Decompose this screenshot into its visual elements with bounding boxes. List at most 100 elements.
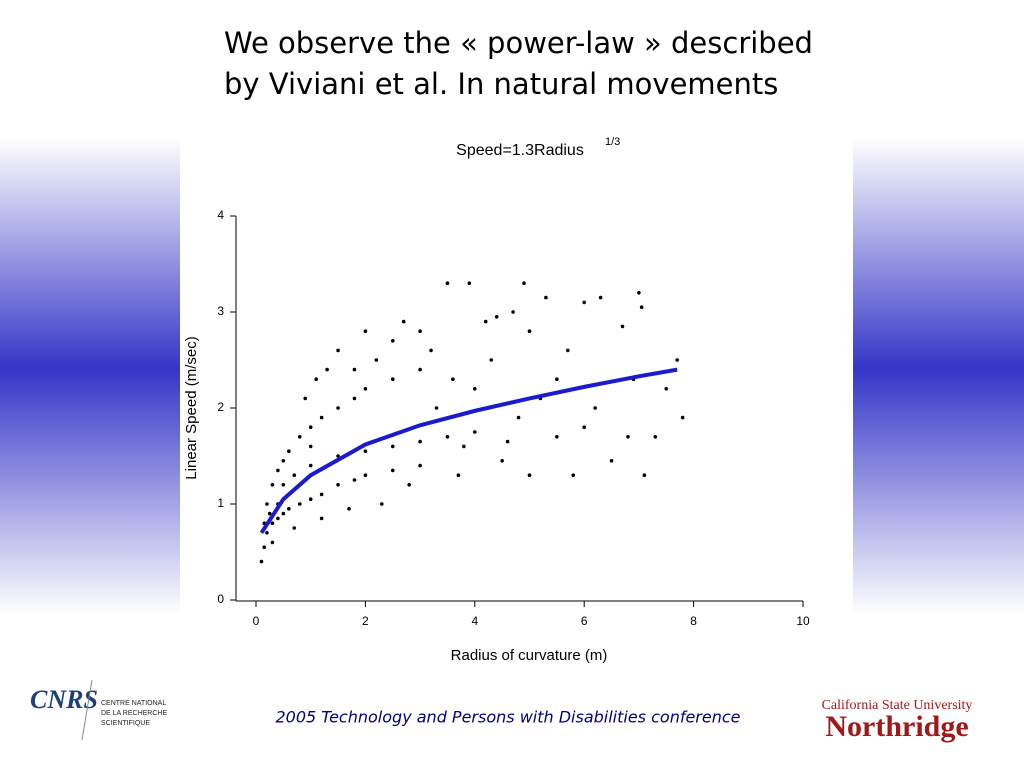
- scatter-point: [281, 483, 286, 487]
- scatter-point: [287, 507, 291, 511]
- scatter-point: [653, 435, 658, 439]
- scatter-point: [325, 367, 329, 372]
- scatter-point: [565, 348, 570, 353]
- scatter-point: [336, 483, 340, 487]
- scatter-point: [390, 468, 395, 473]
- scatter-point: [363, 387, 368, 391]
- scatter-point: [522, 281, 526, 286]
- scatter-point: [390, 377, 395, 382]
- scatter-point: [483, 319, 488, 324]
- scatter-point: [407, 483, 411, 487]
- scatter-point: [418, 463, 422, 468]
- chart-title: Speed=1.3Radius: [456, 142, 584, 159]
- scatter-point: [319, 516, 324, 521]
- scatter-point: [352, 396, 357, 401]
- scatter-point: [434, 406, 439, 410]
- scatter-point: [456, 473, 461, 478]
- scatter-point: [336, 406, 340, 410]
- scatter-point: [505, 439, 510, 444]
- logo-stroke: [81, 679, 93, 741]
- scatter-point: [582, 300, 586, 305]
- x-tick-label: 10: [796, 614, 810, 628]
- cnrs-name: SCIENTIFIQUE: [101, 720, 150, 727]
- scatter-point: [259, 559, 264, 564]
- x-tick-label: 2: [362, 614, 369, 628]
- scatter-point: [445, 281, 450, 286]
- scatter-point: [593, 406, 597, 410]
- scatter-point: [489, 358, 494, 362]
- scatter-point: [292, 526, 297, 530]
- cnrs-name: DE LA RECHERCHE: [101, 710, 167, 717]
- scatter-point: [626, 435, 630, 439]
- scatter-point: [262, 545, 267, 549]
- scatter-point: [494, 315, 499, 319]
- scatter-point: [473, 430, 477, 434]
- scatter-point: [390, 339, 395, 343]
- scatter-point: [527, 329, 532, 334]
- scatter-point: [297, 502, 302, 506]
- scatter-point: [390, 444, 395, 449]
- heading: We observe the « power-law » described: [224, 26, 813, 60]
- scatter-point: [639, 305, 644, 310]
- scatter-point: [467, 281, 472, 286]
- scatter-point: [363, 329, 368, 334]
- scatter-point: [582, 425, 586, 430]
- y-tick-label: 4: [217, 208, 224, 222]
- scatter-point: [374, 358, 379, 362]
- scatter-point: [281, 511, 286, 516]
- scatter-point: [276, 468, 280, 473]
- y-axis-label: Linear Speed (m/sec): [183, 336, 200, 479]
- csun-top: California State University: [822, 698, 973, 713]
- scatter-point: [270, 483, 275, 487]
- cnrs-logo-box: [17, 655, 205, 768]
- scatter-point: [401, 319, 406, 324]
- scatter-point: [363, 473, 368, 478]
- x-tick-label: 4: [471, 614, 478, 628]
- scatter-point: [308, 425, 313, 430]
- scatter-point: [500, 459, 504, 463]
- scatter-point: [609, 459, 614, 463]
- scatter-point: [319, 492, 324, 497]
- y-tick-label: 2: [217, 400, 224, 414]
- x-tick-label: 0: [253, 614, 260, 628]
- scatter-point: [637, 291, 641, 295]
- scatter-point: [308, 463, 313, 468]
- scatter-point: [336, 348, 340, 353]
- scatter-point: [352, 367, 357, 372]
- scatter-point: [429, 348, 433, 353]
- scatter-point: [308, 444, 313, 449]
- scatter-point: [555, 377, 559, 382]
- scatter-point: [664, 387, 669, 391]
- scatter-point: [380, 502, 384, 506]
- scatter-point: [445, 435, 450, 439]
- scatter-point: [516, 415, 521, 420]
- scatter-point: [544, 295, 548, 300]
- scatter-point: [281, 459, 286, 463]
- scatter-point: [473, 387, 477, 391]
- scatter-point: [352, 478, 357, 482]
- y-tick-label: 1: [217, 496, 224, 510]
- scatter-point: [276, 516, 280, 521]
- y-tick-label: 3: [217, 304, 224, 318]
- csun-name: Northridge: [825, 710, 968, 743]
- scatter-point: [270, 540, 275, 545]
- scatter-point: [267, 511, 272, 516]
- scatter-point: [527, 473, 532, 478]
- scatter-point: [347, 507, 351, 511]
- scatter-point: [680, 415, 685, 420]
- x-tick-label: 8: [690, 614, 697, 628]
- scatter-point: [287, 449, 291, 454]
- scatter-point: [418, 367, 422, 372]
- scatter-point: [555, 435, 559, 439]
- scatter-point: [511, 310, 515, 314]
- scatter-point: [308, 497, 313, 502]
- scatter-point: [571, 473, 576, 478]
- scatter-point: [292, 473, 297, 478]
- scatter-point: [418, 439, 422, 444]
- x-axis-label: Radius of curvature (m): [451, 647, 608, 664]
- x-tick-label: 6: [581, 614, 588, 628]
- scatter-point: [451, 377, 455, 382]
- scatter-point: [642, 473, 647, 478]
